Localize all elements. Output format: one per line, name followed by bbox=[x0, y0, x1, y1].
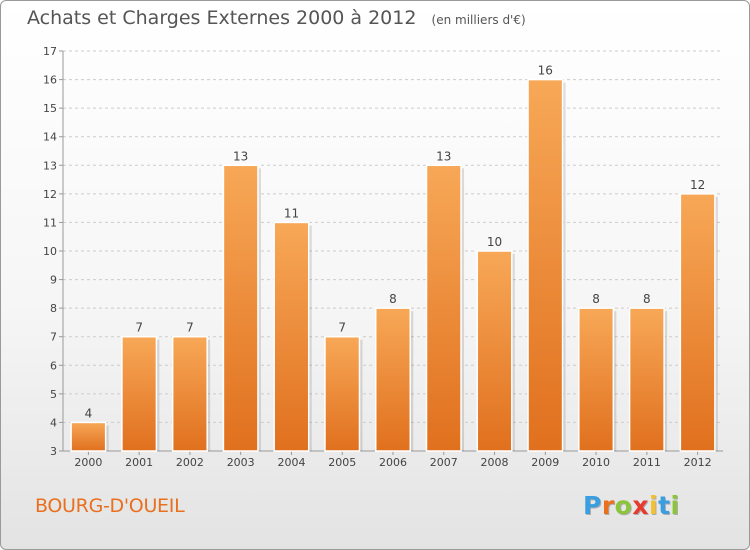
chart-title: Achats et Charges Externes 2000 à 2012 bbox=[27, 7, 417, 29]
value-label: 7 bbox=[186, 321, 194, 335]
x-tick-label: 2001 bbox=[125, 456, 153, 469]
commune-name: BOURG-D'OUEIL bbox=[35, 495, 185, 517]
value-label: 10 bbox=[487, 235, 502, 249]
bar-2011 bbox=[628, 307, 665, 452]
y-tick-label: 15 bbox=[43, 102, 57, 115]
y-tick-label: 3 bbox=[50, 445, 57, 458]
value-label: 8 bbox=[643, 292, 651, 306]
value-label: 12 bbox=[690, 178, 705, 192]
label-layer: 4 2000 7 2001 7 2002 13 2003 11 2004 7 2005 8 2006 13 2… bbox=[74, 64, 711, 469]
bar-2001 bbox=[121, 335, 158, 452]
bar-2004 bbox=[273, 221, 310, 452]
logo-letter: t bbox=[658, 491, 671, 520]
y-tick-label: 5 bbox=[50, 388, 57, 401]
bar-2005 bbox=[324, 335, 361, 452]
x-tick-label: 2006 bbox=[379, 456, 407, 469]
x-tick-label: 2012 bbox=[684, 456, 712, 469]
y-tick-label: 12 bbox=[43, 188, 57, 201]
logo-letter: i bbox=[670, 491, 680, 520]
y-tick-label: 11 bbox=[43, 216, 57, 229]
x-tick-label: 2008 bbox=[481, 456, 509, 469]
logo-letter: P bbox=[583, 491, 602, 520]
logo-letter: r bbox=[601, 491, 615, 520]
bar-2006 bbox=[374, 307, 412, 452]
x-tick-label: 2003 bbox=[227, 456, 255, 469]
value-label: 11 bbox=[284, 206, 299, 220]
y-tick-label: 14 bbox=[43, 131, 57, 144]
value-label: 16 bbox=[538, 64, 553, 78]
x-tick-label: 2007 bbox=[430, 456, 458, 469]
bar-2002 bbox=[171, 335, 208, 452]
x-tick-label: 2011 bbox=[633, 456, 661, 469]
chart-unit: (en milliers d'€) bbox=[431, 13, 526, 27]
bar-2008 bbox=[476, 250, 513, 452]
value-label: 13 bbox=[233, 149, 248, 163]
bar-2007 bbox=[425, 164, 462, 452]
y-tick-label: 10 bbox=[43, 245, 57, 258]
bar-2009 bbox=[527, 78, 564, 452]
x-tick-label: 2000 bbox=[74, 456, 102, 469]
x-tick-label: 2010 bbox=[582, 456, 610, 469]
y-tick-label: 9 bbox=[50, 274, 57, 287]
x-tick-label: 2005 bbox=[328, 456, 356, 469]
logo-letter: o bbox=[614, 491, 633, 520]
bar-2012 bbox=[679, 193, 716, 452]
y-tick-label: 7 bbox=[50, 331, 57, 344]
value-label: 13 bbox=[436, 149, 451, 163]
bar-layer bbox=[70, 78, 718, 452]
x-tick-label: 2002 bbox=[176, 456, 204, 469]
value-label: 7 bbox=[135, 321, 143, 335]
y-tick-label: 13 bbox=[43, 159, 57, 172]
y-tick-label: 16 bbox=[43, 74, 57, 87]
value-label: 8 bbox=[592, 292, 600, 306]
x-tick-label: 2009 bbox=[531, 456, 559, 469]
x-tick-label: 2004 bbox=[277, 456, 305, 469]
proxiti-logo: Proxiti bbox=[583, 491, 680, 520]
title-row: Achats et Charges Externes 2000 à 2012 (… bbox=[27, 7, 526, 29]
y-tick-label: 6 bbox=[50, 359, 57, 372]
y-tick-label: 17 bbox=[43, 45, 57, 58]
logo-letter: i bbox=[649, 491, 659, 520]
y-tick-label: 8 bbox=[50, 302, 57, 315]
value-label: 8 bbox=[389, 292, 397, 306]
bar-2010 bbox=[578, 307, 615, 452]
bar-2000 bbox=[70, 421, 107, 452]
y-tick-label: 4 bbox=[50, 416, 57, 429]
logo-letter: x bbox=[632, 491, 649, 520]
value-label: 4 bbox=[85, 406, 93, 420]
value-label: 7 bbox=[338, 321, 346, 335]
bar-2003 bbox=[222, 164, 259, 452]
